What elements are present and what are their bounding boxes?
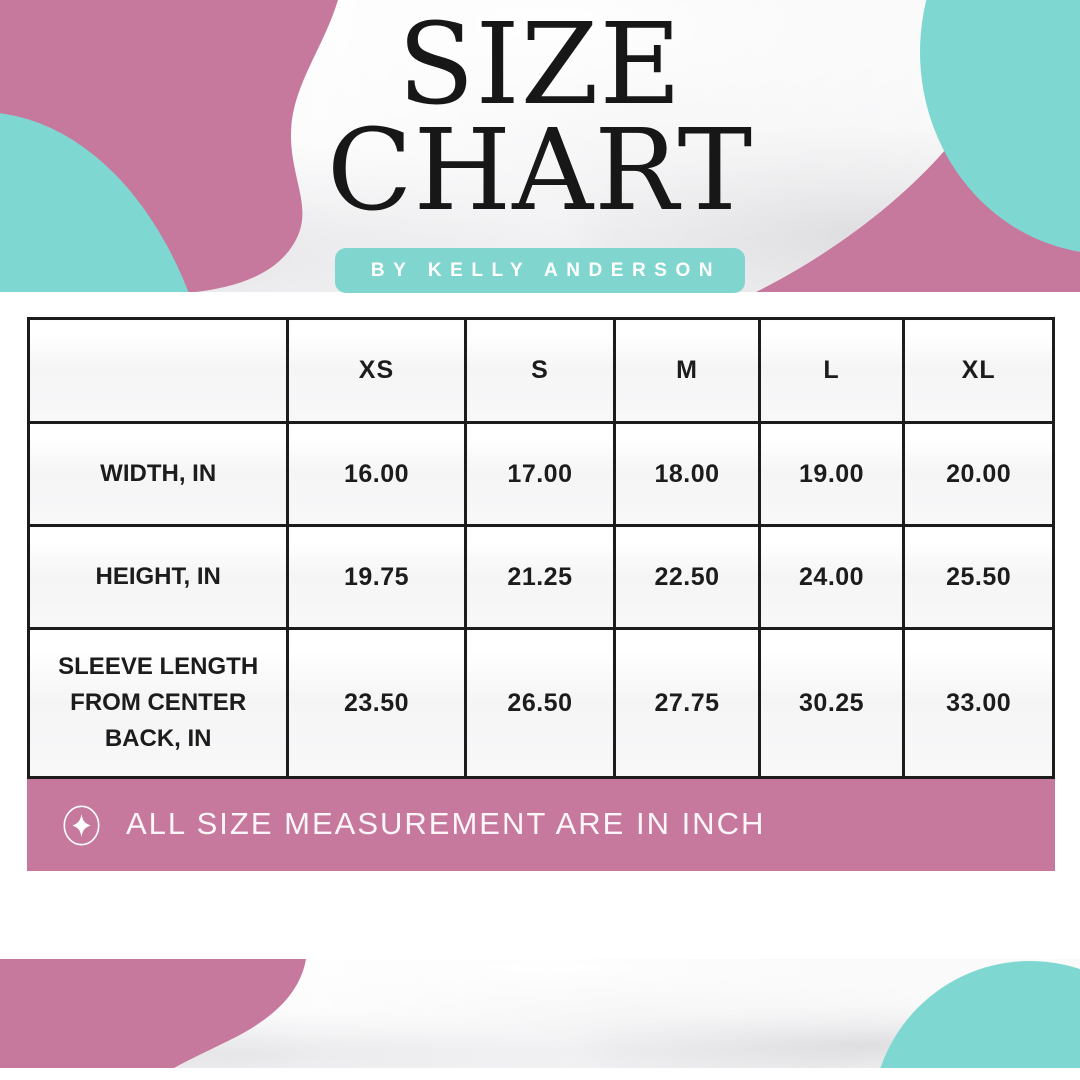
pink-blob-bottom-left bbox=[0, 959, 306, 1068]
cell-width-s: 17.00 bbox=[463, 421, 617, 527]
cell-height-m: 22.50 bbox=[613, 524, 761, 630]
teal-blob-top-left bbox=[0, 113, 189, 292]
header-decor bbox=[0, 0, 1080, 292]
cell-width-xl: 20.00 bbox=[902, 421, 1055, 527]
column-header-s: S bbox=[463, 317, 617, 424]
cell-sleeve-xs: 23.50 bbox=[286, 627, 467, 779]
column-header-xs: XS bbox=[286, 317, 467, 424]
table-row-sleeve: SLEEVE LENGTH FROM CENTER BACK, IN 23.50… bbox=[26, 627, 1055, 779]
cell-height-s: 21.25 bbox=[463, 524, 617, 630]
byline-badge: BY KELLY ANDERSON bbox=[334, 248, 746, 293]
row-label-height: HEIGHT, IN bbox=[26, 524, 290, 630]
table-row-height: HEIGHT, IN 19.75 21.25 22.50 24.00 25.50 bbox=[26, 524, 1055, 630]
measurement-note-text: ALL SIZE MEASUREMENT ARE IN INCH bbox=[126, 806, 766, 841]
measurement-note-banner: ALL SIZE MEASUREMENT ARE IN INCH bbox=[27, 779, 1055, 871]
page-title: SIZE CHART bbox=[0, 0, 1080, 236]
row-label-width: WIDTH, IN bbox=[26, 421, 290, 527]
sparkle-icon bbox=[63, 804, 100, 846]
cell-sleeve-m: 27.75 bbox=[613, 627, 761, 779]
header-content: SIZE CHART BY KELLY ANDERSON bbox=[0, 0, 1080, 293]
cell-sleeve-s: 26.50 bbox=[463, 627, 617, 779]
column-header-m: M bbox=[613, 317, 761, 424]
header-row: XS S M L XL bbox=[26, 317, 1055, 424]
row-label-sleeve: SLEEVE LENGTH FROM CENTER BACK, IN bbox=[26, 627, 290, 779]
corner-cell bbox=[26, 317, 290, 424]
size-table: XS S M L XL WIDTH, IN 16.00 17.00 18.00 … bbox=[26, 317, 1055, 779]
cell-width-l: 19.00 bbox=[757, 421, 906, 527]
teal-blob-top-right bbox=[920, 0, 1080, 252]
header-section: SIZE CHART BY KELLY ANDERSON bbox=[0, 0, 1080, 293]
cell-sleeve-xl: 33.00 bbox=[902, 627, 1055, 779]
footer-section bbox=[0, 959, 1080, 1068]
title-line-1: SIZE bbox=[397, 0, 683, 130]
cell-height-xl: 25.50 bbox=[902, 524, 1055, 630]
cell-height-xs: 19.75 bbox=[286, 524, 467, 630]
cell-width-m: 18.00 bbox=[613, 421, 761, 527]
cell-height-l: 24.00 bbox=[757, 524, 906, 630]
spacer bbox=[0, 871, 1080, 959]
column-header-xl: XL bbox=[902, 317, 1055, 424]
column-header-l: L bbox=[757, 317, 906, 424]
table-row-width: WIDTH, IN 16.00 17.00 18.00 19.00 20.00 bbox=[26, 421, 1055, 527]
size-table-wrap: XS S M L XL WIDTH, IN 16.00 17.00 18.00 … bbox=[26, 317, 1055, 779]
footer-decor bbox=[0, 959, 1080, 1068]
cell-width-xs: 16.00 bbox=[286, 421, 467, 527]
title-line-2: CHART bbox=[326, 106, 754, 236]
teal-blob-bottom-right bbox=[880, 961, 1080, 1068]
cell-sleeve-l: 30.25 bbox=[757, 627, 906, 779]
